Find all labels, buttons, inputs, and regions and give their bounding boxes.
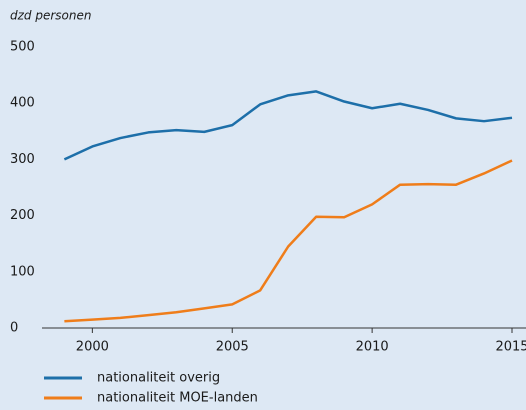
legend-label: nationaliteit MOE-landen xyxy=(97,391,258,406)
y-axis-label: dzd personen xyxy=(10,9,91,23)
y-tick-label: 0 xyxy=(10,321,18,336)
legend-label: nationaliteit overig xyxy=(97,371,220,386)
y-tick-label: 400 xyxy=(10,96,35,111)
x-tick-label: 2010 xyxy=(356,340,389,355)
series-line xyxy=(63,90,513,161)
x-tick-label: 2015 xyxy=(495,340,526,355)
y-tick-label: 500 xyxy=(10,40,35,55)
series-line xyxy=(64,159,513,323)
y-tick-label: 100 xyxy=(10,264,35,279)
x-tick-label: 2005 xyxy=(216,340,249,355)
x-tick-label: 2000 xyxy=(76,340,109,355)
y-tick-label: 200 xyxy=(10,208,35,223)
y-tick-label: 300 xyxy=(10,152,35,167)
